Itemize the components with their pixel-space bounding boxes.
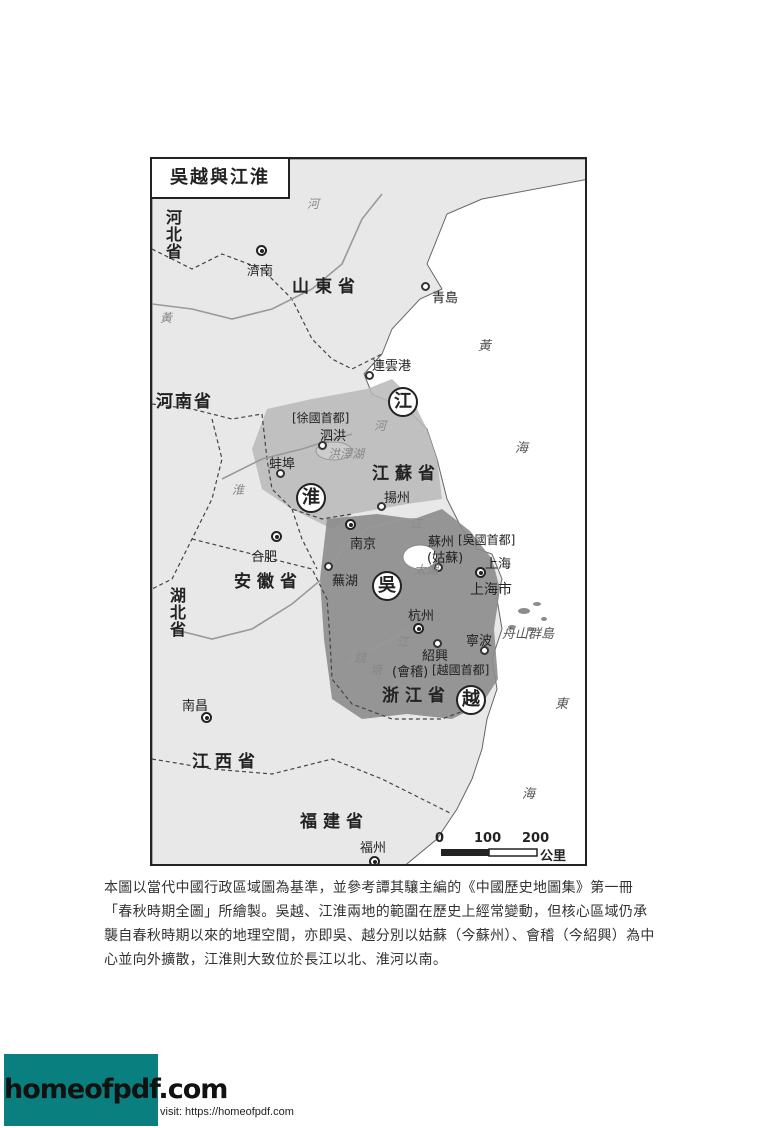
city-bengbu: 蚌埠 xyxy=(269,457,296,472)
map-title: 吳越與江淮 xyxy=(152,159,290,199)
city-jinan: 濟南 xyxy=(247,264,274,279)
city-marker-lianyungang xyxy=(365,371,374,380)
city-marker-suzhou xyxy=(434,563,443,572)
city-marker-shaoxing xyxy=(433,639,442,648)
water-label-he-2: 河 xyxy=(374,419,387,433)
water-label-huai-river: 淮 xyxy=(232,483,245,497)
province-hubei: 湖北省 xyxy=(167,587,186,638)
map-caption: 本圖以當代中國行政區域圖為基準，並參考譚其驤主編的《中國歷史地圖集》第一冊「春秋… xyxy=(104,880,655,968)
rivers xyxy=(152,193,437,665)
water-label-qian: 錢 xyxy=(354,651,367,665)
city-marker-sihong xyxy=(318,441,327,450)
city-marker-jinan xyxy=(256,245,267,256)
province-fujian: 福建省 xyxy=(300,812,369,832)
city-marker-shanghai xyxy=(475,567,486,578)
sea-label-hai-2: 海 xyxy=(522,787,536,802)
visit-link[interactable]: visit: https://homeofpdf.com xyxy=(160,1106,294,1118)
province-jiangsu: 江蘇省 xyxy=(372,464,441,484)
water-label-jiang-1: 江 xyxy=(410,517,423,531)
province-henan: 河南省 xyxy=(156,392,213,412)
scale-bar xyxy=(441,848,538,857)
city-marker-nanchang xyxy=(201,712,212,723)
water-label-huang: 黃 xyxy=(160,311,173,325)
zhoushan-islands xyxy=(508,602,547,631)
city-sihong: 泗洪 xyxy=(320,429,347,444)
city-ningbo: 寧波 xyxy=(466,634,493,649)
city-marker-ningbo xyxy=(480,646,489,655)
city-marker-hangzhou xyxy=(413,623,424,634)
city-fuzhou: 福州 xyxy=(360,841,387,856)
water-label-jiang-2: 江 xyxy=(397,635,410,649)
site-logo[interactable]: homeofpdf.com xyxy=(4,1054,228,1126)
city-hangzhou: 杭州 xyxy=(408,609,435,624)
sea-label-huang: 黃 xyxy=(478,339,492,354)
tai-lake xyxy=(402,544,438,570)
water-label-he: 河 xyxy=(307,197,320,211)
city-shanghai: 上海 xyxy=(485,557,512,572)
city-marker-fuzhou xyxy=(369,856,380,864)
city-marker-hefei xyxy=(271,531,282,542)
city-nanchang: 南昌 xyxy=(182,699,209,714)
city-marker-qingdao xyxy=(421,282,430,291)
city-lianyungang: 連雲港 xyxy=(372,359,412,374)
city-shanghai-municipality: 上海市 xyxy=(470,582,512,598)
wuyue-region xyxy=(320,509,500,719)
note-wu-capital: [吳國首都] xyxy=(458,533,516,547)
city-marker-wuhu xyxy=(324,562,333,571)
region-badge-yue: 越 xyxy=(456,685,486,715)
city-suzhou: 蘇州 xyxy=(428,535,455,550)
scale-tick-0: 0 xyxy=(435,831,445,846)
map-frame: 吳越與江淮 河北省 山東省 河南省 江蘇省 安徽省 湖北省 浙江省 江西省 福建… xyxy=(150,157,587,866)
province-zhejiang: 浙江省 xyxy=(382,686,451,706)
province-hebei: 河北省 xyxy=(163,209,182,260)
city-marker-yangzhou xyxy=(377,502,386,511)
sea-label-dong: 東 xyxy=(555,697,569,712)
sea-label-hai-1: 海 xyxy=(515,441,529,456)
region-badge-huai: 淮 xyxy=(296,483,326,513)
sea-label-zhoushan: 舟山群島 xyxy=(502,627,555,642)
scale-tick-200: 200 xyxy=(522,831,550,846)
city-nanjing: 南京 xyxy=(350,537,377,552)
city-hefei: 合肥 xyxy=(251,550,278,565)
city-marker-bengbu xyxy=(276,469,285,478)
note-yue-capital: [越國首都] xyxy=(432,663,490,677)
region-badge-jiang: 江 xyxy=(388,387,418,417)
water-label-hongze: 洪澤湖 xyxy=(328,447,365,461)
province-shandong: 山東省 xyxy=(292,277,361,297)
city-marker-nanjing xyxy=(345,519,356,530)
city-wuhu: 蕪湖 xyxy=(332,574,359,589)
region-badge-wu: 吳 xyxy=(372,571,402,601)
city-yangzhou: 揚州 xyxy=(384,491,411,506)
city-shaoxing-old: (會稽) xyxy=(392,665,429,680)
scale-tick-100: 100 xyxy=(474,831,502,846)
province-jiangxi: 江西省 xyxy=(192,752,261,772)
province-anhui: 安徽省 xyxy=(234,572,303,592)
city-qingdao: 青島 xyxy=(432,291,459,306)
note-xu-capital: [徐國首都] xyxy=(292,411,350,425)
city-suzhou-old: (姑蘇) xyxy=(427,551,464,566)
scale-unit: 公里 xyxy=(540,849,567,864)
water-label-tang: 塘 xyxy=(370,663,383,677)
city-shaoxing: 紹興 xyxy=(422,649,449,664)
water-label-taihu: 太湖 xyxy=(414,563,439,577)
